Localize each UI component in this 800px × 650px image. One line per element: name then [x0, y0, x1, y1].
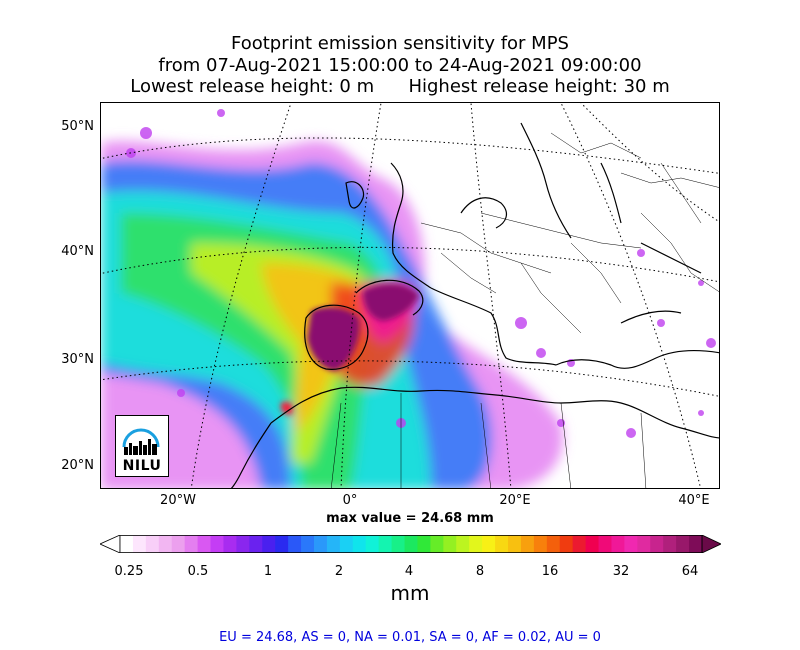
colorbar-segment — [482, 535, 496, 553]
colorbar-segment — [210, 535, 225, 553]
title-line-2: from 07-Aug-2021 15:00:00 to 24-Aug-2021… — [158, 55, 642, 76]
colorbar-segment — [314, 535, 328, 553]
colorbar-segment — [275, 535, 289, 553]
colorbar-segment — [262, 535, 276, 553]
graticule — [101, 103, 719, 488]
colorbar-segment — [288, 535, 302, 553]
lat-label-50n: 50°N — [61, 119, 94, 134]
colorbar-segment — [352, 535, 367, 553]
lon-label-20w: 20°W — [160, 493, 196, 508]
colorbar-segment — [120, 535, 134, 553]
colorbar-segment — [443, 535, 457, 553]
colorbar-segment — [611, 535, 625, 553]
country-borders — [330, 132, 719, 488]
colorbar-segment — [326, 535, 341, 553]
max-value-label: max value = 24.68 mm — [326, 511, 494, 526]
colorbar-segment — [158, 535, 173, 553]
lat-label-40n: 40°N — [61, 244, 94, 259]
colorbar-segment — [365, 535, 380, 553]
colorbar-tick-16: 16 — [541, 564, 559, 579]
colorbar-segment — [650, 535, 664, 553]
nilu-logo-mark — [122, 428, 160, 455]
colorbar-segment — [469, 535, 483, 553]
colorbar-segment — [145, 535, 160, 553]
colorbar-segment — [391, 535, 406, 553]
coastlines — [230, 122, 719, 488]
colorbar-tick-0.25: 0.25 — [114, 564, 144, 579]
colorbar-segment — [456, 535, 470, 553]
colorbar-segment — [637, 535, 651, 553]
map-area — [100, 102, 720, 489]
colorbar-segment — [430, 535, 444, 553]
colorbar-segment — [197, 535, 212, 553]
region-summary: EU = 24.68, AS = 0, NA = 0.01, SA = 0, A… — [219, 630, 601, 645]
colorbar-segment — [236, 535, 250, 553]
colorbar-tick-32: 32 — [612, 564, 630, 579]
title-line-3: Lowest release height: 0 m Highest relea… — [130, 76, 670, 97]
nilu-logo: NILU — [115, 415, 169, 477]
lat-label-20n: 20°N — [61, 458, 94, 473]
colorbar-segment — [417, 535, 431, 553]
colorbar-segment — [508, 535, 522, 553]
colorbar-segment — [339, 535, 354, 553]
colorbar-segment — [378, 535, 393, 553]
colorbar-segment — [171, 535, 186, 553]
colorbar-unit: mm — [390, 581, 430, 605]
colorbar-segment — [249, 535, 263, 553]
colorbar-tick-0.5: 0.5 — [187, 564, 209, 579]
colorbar-segment — [184, 535, 199, 553]
colorbar-tick-8: 8 — [475, 564, 485, 579]
colorbar-under-triangle — [100, 535, 121, 553]
footprint-plume — [101, 140, 563, 488]
colorbar-segment — [598, 535, 613, 553]
footprint-core — [280, 283, 419, 415]
colorbar-segment — [533, 535, 548, 553]
colorbar-tick-64: 64 — [681, 564, 699, 579]
colorbar-segment — [585, 535, 600, 553]
map-svg — [101, 103, 719, 488]
colorbar-segment — [495, 535, 509, 553]
lon-label-40e: 40°E — [678, 493, 710, 508]
colorbar-segment — [132, 535, 147, 553]
colorbar-border — [119, 535, 703, 553]
colorbar-segment — [689, 535, 703, 553]
colorbar — [100, 535, 721, 553]
colorbar-segment — [663, 535, 677, 553]
colorbar-tick-4: 4 — [404, 564, 414, 579]
lon-label-20e: 20°E — [499, 493, 531, 508]
colorbar-over-triangle — [701, 535, 721, 553]
lon-label-0: 0° — [342, 493, 358, 508]
colorbar-segment — [301, 535, 315, 553]
lat-label-30n: 30°N — [61, 352, 94, 367]
title-line-1: Footprint emission sensitivity for MPS — [231, 33, 569, 54]
colorbar-tick-1: 1 — [263, 564, 273, 579]
nilu-logo-text: NILU — [122, 458, 162, 474]
colorbar-segment — [559, 535, 574, 553]
colorbar-segment — [223, 535, 237, 553]
colorbar-segment — [404, 535, 419, 553]
colorbar-segment — [624, 535, 638, 553]
colorbar-segment — [546, 535, 561, 553]
colorbar-segment — [676, 535, 690, 553]
colorbar-tick-2: 2 — [334, 564, 344, 579]
colorbar-segment — [572, 535, 587, 553]
colorbar-segment — [520, 535, 535, 553]
